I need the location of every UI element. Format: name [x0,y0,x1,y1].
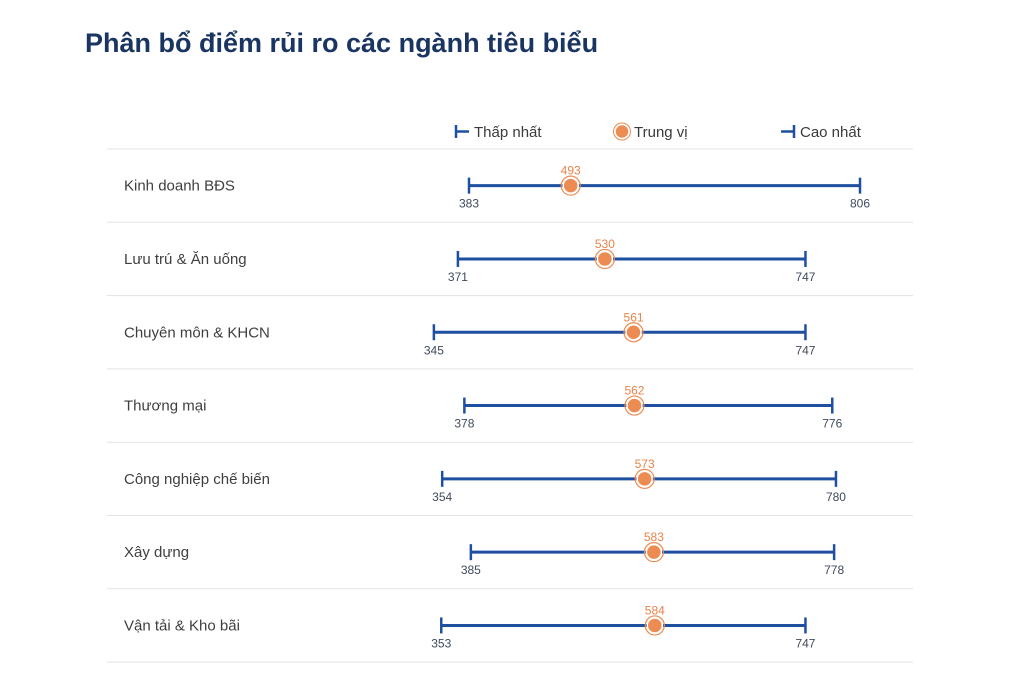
chart-row: Thương mại 562 378 776 [107,384,913,443]
legend-min-label: Thấp nhất [474,124,542,141]
median-ring [560,175,581,196]
min-value-label: 353 [431,636,451,650]
max-value-label: 747 [795,270,815,284]
median-ring [643,542,664,563]
max-value-label: 806 [850,197,870,211]
median-value-label: 562 [624,384,644,398]
median-point [645,543,663,561]
chart-row: Chuyên môn & KHCN 561 345 747 [107,310,913,370]
min-value-label: 378 [454,417,474,431]
category-label: Thương mại [124,398,206,415]
chart-row: Kinh doanh BĐS 493 383 806 [107,164,913,223]
median-value-label: 493 [561,164,581,178]
min-value-label: 385 [461,563,481,577]
category-label: Công nghiệp chế biến [124,471,270,488]
category-label: Xây dựng [124,544,189,561]
median-ring [624,395,645,416]
median-ring [623,322,644,343]
legend: Thấp nhất Trung vị Cao nhất [454,122,862,141]
max-value-label: 778 [824,563,844,577]
chart-title: Phân bổ điểm rủi ro các ngành tiêu biểu [85,28,599,58]
min-value-label: 383 [459,197,479,211]
median-value-label: 583 [644,530,664,544]
legend-max: Cao nhất [781,124,862,141]
legend-min: Thấp nhất [454,124,542,141]
max-value-label: 776 [822,417,842,431]
min-value-label: 345 [424,343,444,357]
median-point [626,397,643,414]
legend-median-label: Trung vị [634,124,688,141]
legend-median: Trung vị [613,122,688,141]
chart-row: Công nghiệp chế biến 573 354 780 [107,457,913,516]
chart-rows: Kinh doanh BĐS 493 383 806 Lưu trú & Ăn uống… [107,148,913,663]
chart-row: Vận tải & Kho bãi 584 353 747 [107,603,913,663]
median-value-label: 573 [635,457,655,471]
median-ring [644,615,665,636]
median-point [596,250,614,268]
chart-row: Lưu trú & Ăn uống 530 371 747 [107,237,913,297]
min-value-label: 354 [432,490,452,504]
median-point [636,470,653,488]
category-label: Lưu trú & Ăn uống [124,251,247,268]
max-value-label: 780 [826,490,846,504]
category-label: Chuyên môn & KHCN [124,324,270,341]
max-value-label: 747 [795,343,815,357]
median-point [562,177,579,194]
median-value-label: 561 [624,310,644,324]
category-label: Vận tải & Kho bãi [124,617,240,634]
chart-row: Xây dựng 583 385 778 [107,530,913,590]
median-point [646,617,664,634]
category-label: Kinh doanh BĐS [124,178,235,195]
min-value-label: 371 [448,270,468,284]
median-value-label: 530 [595,237,615,251]
median-point [625,324,642,341]
median-ring [634,468,655,489]
max-value-label: 747 [795,636,815,650]
median-value-label: 584 [645,603,665,617]
median-ring [594,248,615,270]
legend-max-label: Cao nhất [800,124,862,141]
